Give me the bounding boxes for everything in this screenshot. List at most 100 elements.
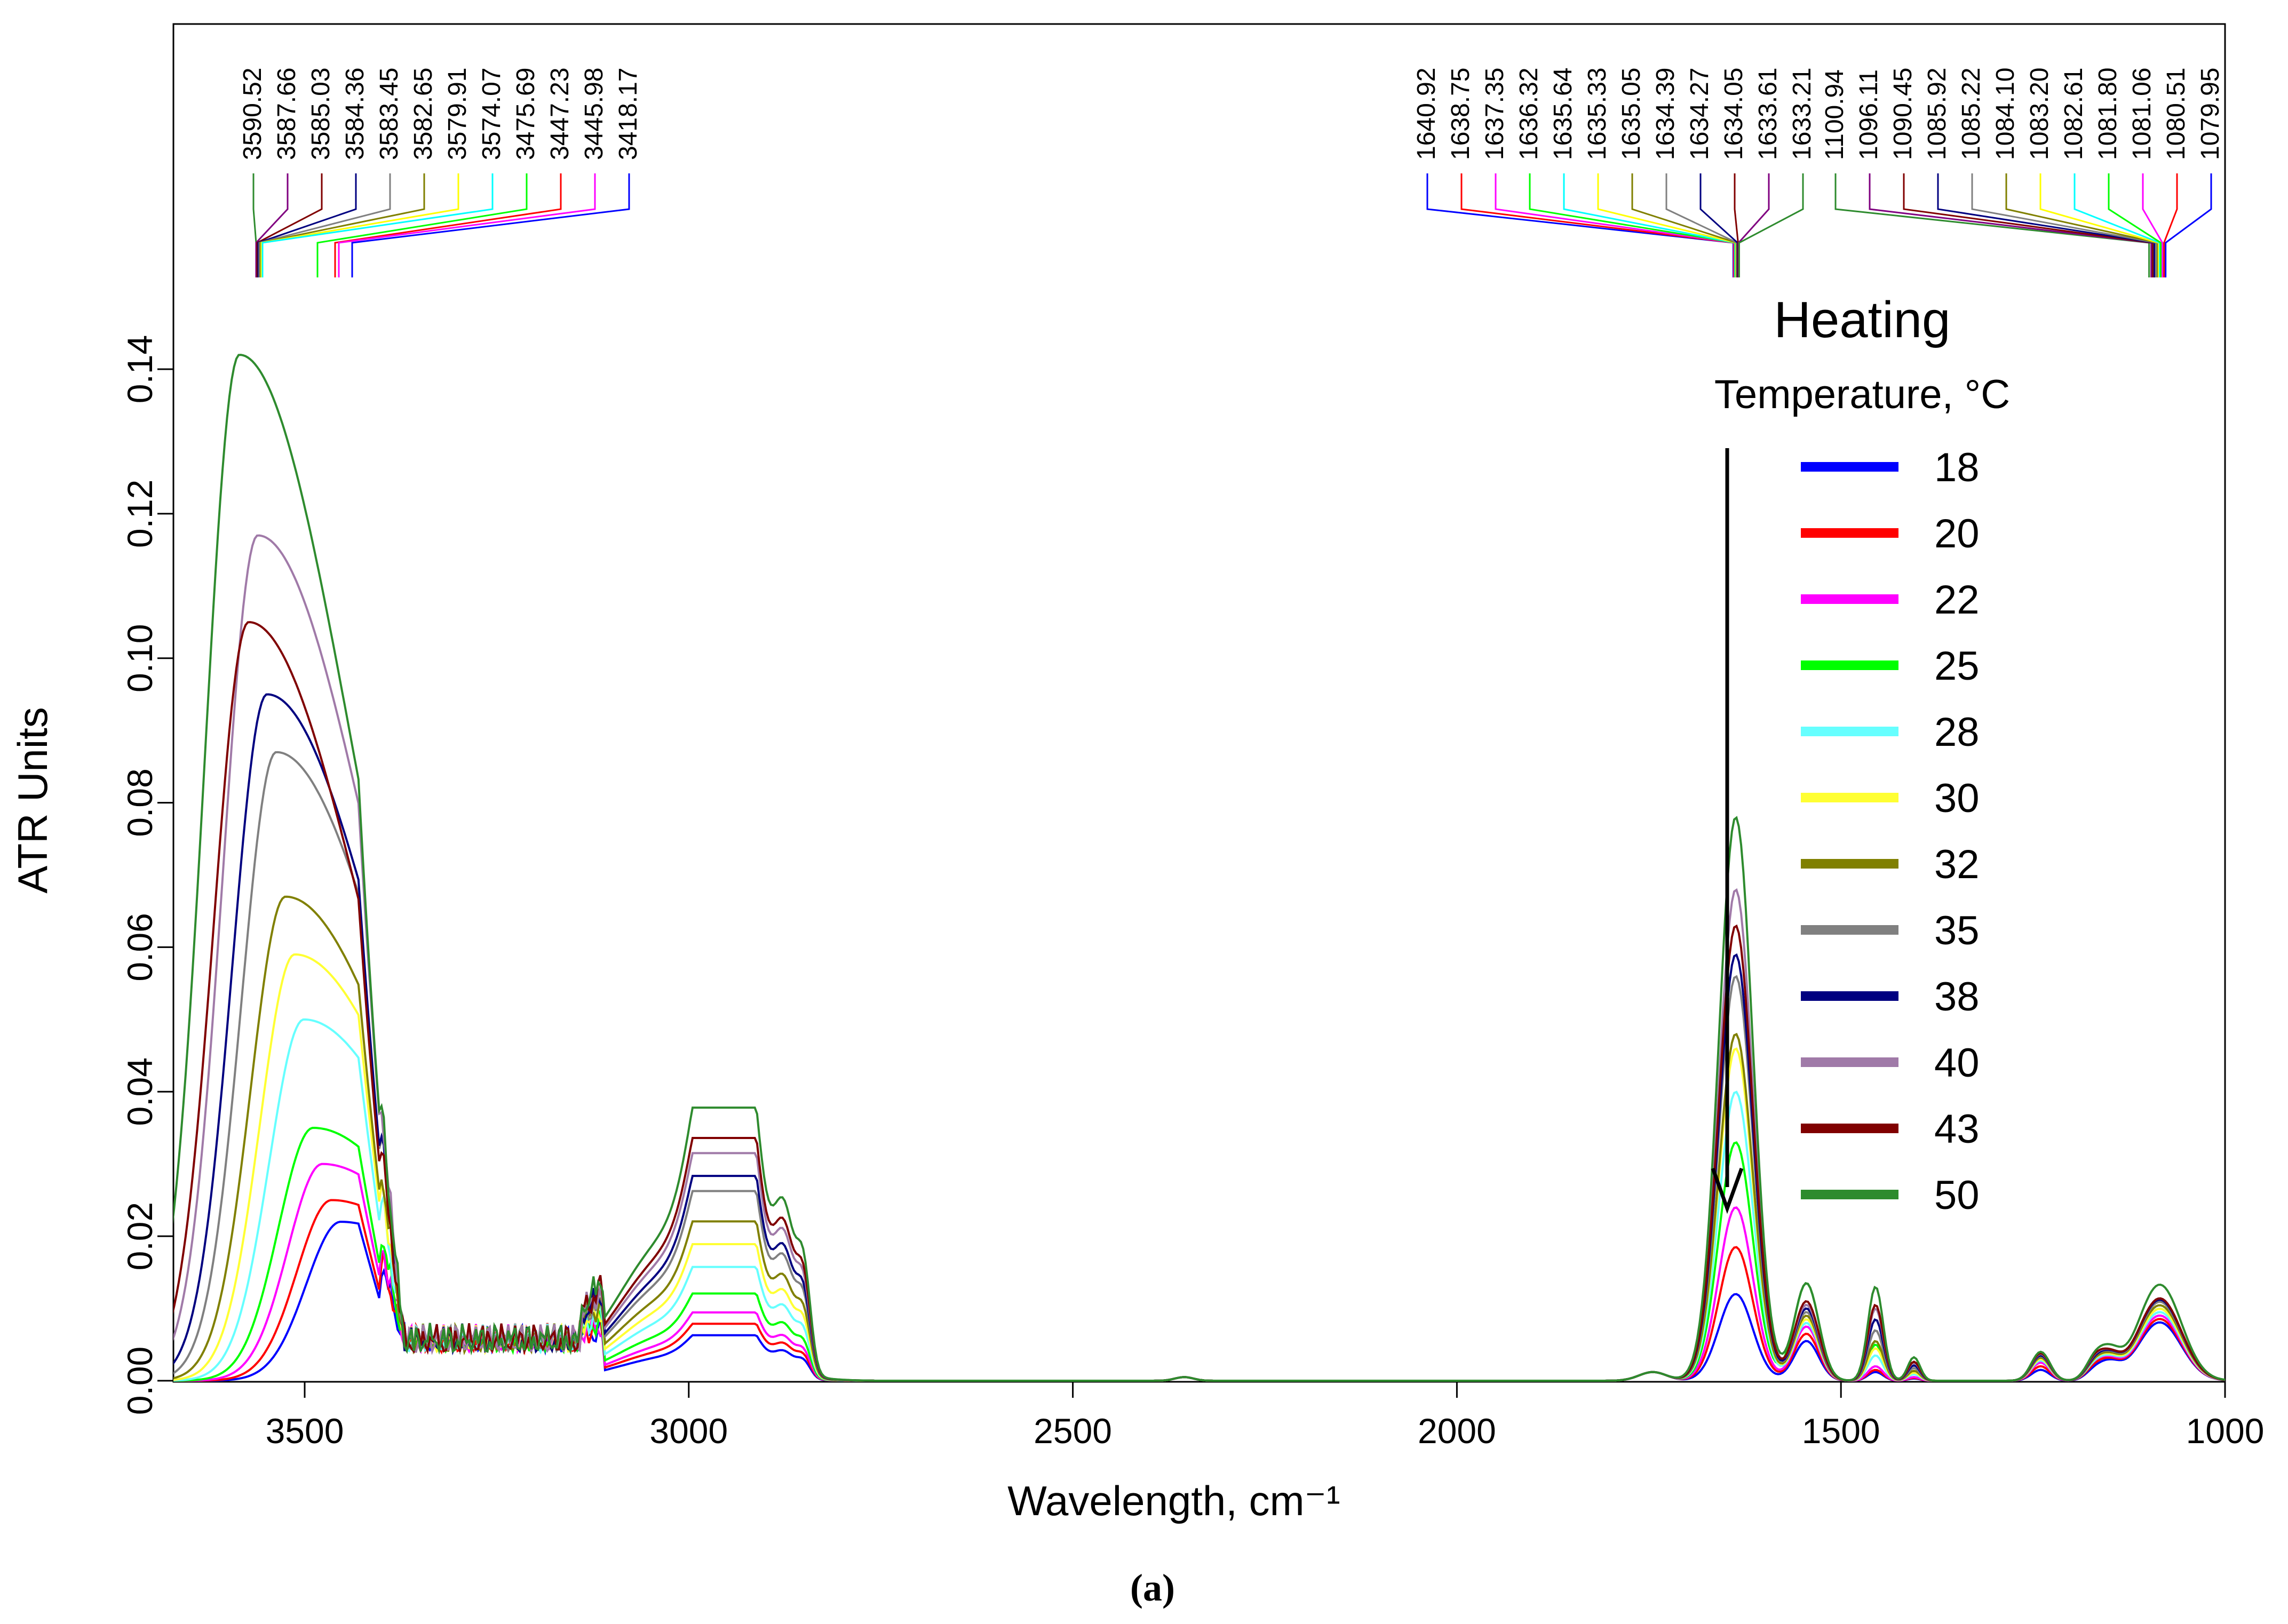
- peak-label: 1633.21: [1788, 67, 1816, 160]
- peak-leader-line: [2108, 173, 2162, 277]
- peak-label: 1085.92: [1923, 67, 1951, 160]
- y-tick-label: 0.10: [120, 624, 160, 692]
- legend-label: 20: [1934, 511, 1980, 556]
- x-tick-label: 2000: [1418, 1411, 1496, 1451]
- peak-label: 1079.95: [2196, 67, 2225, 160]
- y-tick-label: 0.08: [120, 768, 160, 837]
- peak-leader-line: [316, 173, 528, 277]
- peak-label: 1637.35: [1481, 67, 1509, 160]
- peak-leader-line: [1738, 173, 1804, 277]
- peak-label: 1635.33: [1583, 67, 1611, 160]
- peak-leader-line: [1426, 173, 1734, 277]
- peak-leader-line: [259, 173, 425, 277]
- x-tick-label: 2500: [1034, 1411, 1112, 1451]
- x-axis: 3500 3000 2500 2000 1500 1000: [266, 1382, 2265, 1451]
- series-line-50: [173, 354, 2225, 1382]
- peak-label: 3447.23: [546, 67, 574, 160]
- peak-leader-line: [256, 173, 323, 277]
- peak-leader-line: [2039, 173, 2160, 277]
- x-tick-label: 3500: [266, 1411, 344, 1451]
- peak-leader-line: [257, 173, 357, 277]
- legend-title: Heating: [1774, 291, 1951, 348]
- peak-leader-line: [338, 173, 596, 277]
- legend-label: 50: [1934, 1173, 1980, 1218]
- peak-label: 1082.61: [2060, 67, 2088, 160]
- legend-label: 28: [1934, 710, 1980, 755]
- series-line-32: [173, 895, 2225, 1382]
- y-tick-label: 0.02: [120, 1202, 160, 1270]
- legend-arrow-head: [1711, 1167, 1744, 1214]
- peak-leader-line: [334, 173, 562, 277]
- peak-label: 3583.45: [375, 67, 403, 160]
- peak-leader-line: [260, 173, 459, 277]
- series-line-40: [173, 534, 2225, 1382]
- peak-leader-line: [1937, 173, 2156, 277]
- peak-label: 3445.98: [580, 67, 608, 160]
- y-axis: 0.00 0.02 0.04 0.06 0.08 0.10 0.12 0.14: [120, 335, 173, 1415]
- peak-leader-line: [351, 173, 630, 277]
- peak-leader-line: [2163, 173, 2178, 277]
- series-layer: [173, 354, 2225, 1382]
- peak-leader-line: [1699, 173, 1738, 277]
- y-tick-label: 0.00: [120, 1347, 160, 1415]
- y-axis-title: ATR Units: [9, 707, 56, 894]
- peak-leader-line: [1495, 173, 1735, 277]
- plot-frame: [172, 23, 2226, 1383]
- x-tick-label: 1500: [1802, 1411, 1880, 1451]
- y-tick-label: 0.14: [120, 335, 160, 403]
- peak-label: 1638.75: [1447, 67, 1475, 160]
- legend-label: 30: [1934, 776, 1980, 821]
- legend-label: 35: [1934, 908, 1980, 953]
- peak-label: 1096.11: [1855, 69, 1883, 160]
- peak-label: 1080.51: [2162, 67, 2190, 160]
- figure-caption: (a): [1130, 1566, 1175, 1609]
- peak-label: 1634.05: [1720, 67, 1748, 160]
- legend-label: 25: [1934, 643, 1980, 689]
- peak-label: 1636.32: [1515, 67, 1543, 160]
- series-line-20: [173, 1199, 2225, 1382]
- peak-label: 1633.61: [1754, 67, 1782, 160]
- peak-leader-line: [2074, 173, 2161, 277]
- peak-leader-line: [261, 173, 494, 277]
- peak-label: 1634.27: [1686, 67, 1714, 160]
- peak-label: 1081.06: [2128, 67, 2156, 160]
- y-tick-label: 0.12: [120, 480, 160, 548]
- y-tick-label: 0.06: [120, 913, 160, 981]
- peak-label: 3587.66: [273, 67, 301, 160]
- peak-leader-line: [1971, 173, 2157, 277]
- legend-label: 18: [1934, 445, 1980, 490]
- peak-label: 1090.45: [1889, 67, 1917, 160]
- peak-leader-line: [1903, 173, 2154, 277]
- legend-label: 43: [1934, 1106, 1980, 1152]
- series-line-30: [173, 953, 2225, 1382]
- legend-label: 32: [1934, 842, 1980, 887]
- peak-leader-line: [1869, 173, 2152, 277]
- legend-subtitle: Temperature, °C: [1714, 372, 2010, 417]
- peak-leader-line: [258, 173, 391, 277]
- peak-label: 1634.39: [1651, 67, 1680, 160]
- peak-label: 1081.80: [2094, 67, 2122, 160]
- peak-label: 3418.17: [614, 67, 642, 160]
- peak-leader-line: [2142, 173, 2164, 277]
- peak-label: 3582.65: [409, 67, 438, 160]
- peak-label: 1085.22: [1957, 67, 1985, 160]
- peak-label: 3590.52: [239, 67, 267, 160]
- peak-annotations: 3590.52 3587.66 3585.03 3584.36 3583.45 3582.…: [239, 67, 2225, 277]
- legend-label: 38: [1934, 974, 1980, 1020]
- series-line-35: [173, 751, 2225, 1382]
- legend-label: 22: [1934, 577, 1980, 623]
- peak-label: 3475.69: [512, 67, 540, 160]
- peak-label: 1635.64: [1549, 67, 1577, 160]
- peak-leader-line: [2005, 173, 2159, 277]
- peak-label: 1083.20: [2025, 67, 2054, 160]
- legend: Heating Temperature, °C 18 20 22 25 28 30 32 35…: [1711, 291, 2010, 1218]
- peak-label: 1640.92: [1412, 67, 1441, 160]
- peak-leader-line: [255, 173, 289, 277]
- series-line-38: [173, 693, 2225, 1382]
- legend-label: 40: [1934, 1040, 1980, 1086]
- peak-label: 1084.10: [1991, 67, 2020, 160]
- peak-label: 1635.05: [1617, 67, 1646, 160]
- y-tick-label: 0.04: [120, 1057, 160, 1126]
- x-tick-label: 1000: [2186, 1411, 2265, 1451]
